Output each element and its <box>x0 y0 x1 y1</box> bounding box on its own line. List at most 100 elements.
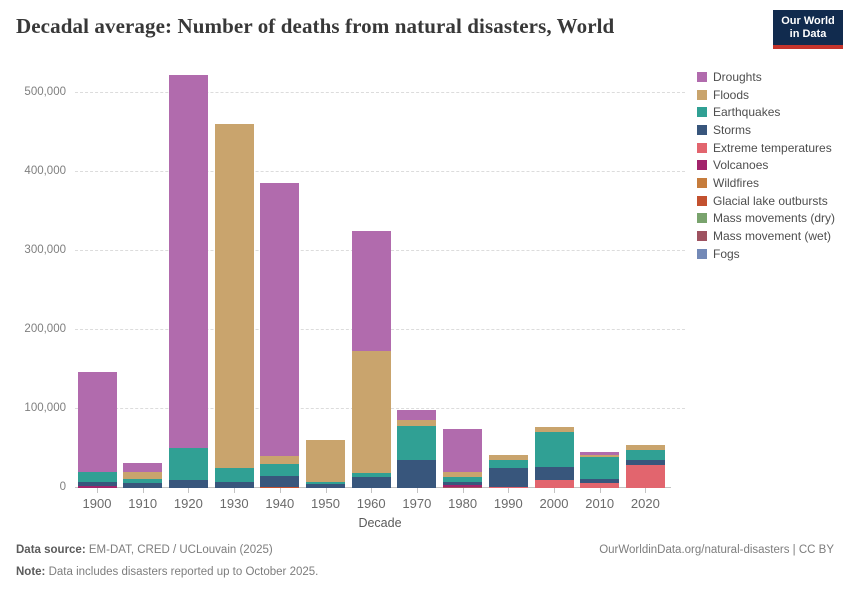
bar-segment-floods-2010[interactable] <box>580 454 620 457</box>
bar-segment-floods-1940[interactable] <box>260 456 300 465</box>
bar-segment-earthquakes-1950[interactable] <box>306 481 345 484</box>
bar-segment-storms-2020[interactable] <box>625 460 665 466</box>
owid-logo[interactable]: Our World in Data <box>773 10 843 49</box>
bar-1970[interactable] <box>397 410 437 488</box>
x-tick-mark-1980 <box>462 488 464 493</box>
bar-segment-droughts-1940[interactable] <box>260 183 300 457</box>
legend-label-earthquakes: Earthquakes <box>713 105 781 120</box>
bar-segment-floods-1990[interactable] <box>488 455 528 461</box>
bar-segment-earthquakes-1970[interactable] <box>397 425 437 461</box>
bar-segment-extreme-temperatures-2020[interactable] <box>625 465 665 488</box>
bar-segment-floods-2020[interactable] <box>625 445 665 451</box>
bar-1930[interactable] <box>214 123 254 488</box>
bar-segment-floods-1960[interactable] <box>351 350 391 474</box>
legend-item-extreme-temperatures[interactable]: Extreme temperatures <box>697 139 835 157</box>
x-tick-label-1970: 1970 <box>402 496 432 511</box>
bar-segment-storms-2000[interactable] <box>534 466 574 481</box>
x-tick-label-1990: 1990 <box>493 496 523 511</box>
bar-segment-earthquakes-1900[interactable] <box>77 471 117 483</box>
bar-segment-extreme-temperatures-1990[interactable] <box>488 486 528 488</box>
y-tick-label-500000: 500,000 <box>24 86 66 98</box>
legend-item-wildfires[interactable]: Wildfires <box>697 174 835 192</box>
bar-segment-floods-1950[interactable] <box>306 440 345 482</box>
bar-1990[interactable] <box>488 455 528 488</box>
bar-segment-earthquakes-2020[interactable] <box>625 450 665 461</box>
legend-item-mass-movements-dry[interactable]: Mass movements (dry) <box>697 210 835 228</box>
legend-item-volcanoes[interactable]: Volcanoes <box>697 156 835 174</box>
legend-item-storms[interactable]: Storms <box>697 121 835 139</box>
bar-segment-droughts-1920[interactable] <box>168 74 208 449</box>
bar-segment-extreme-temperatures-2010[interactable] <box>580 482 620 488</box>
bar-segment-storms-1950[interactable] <box>306 483 345 488</box>
legend-label-extreme-temperatures: Extreme temperatures <box>713 140 832 155</box>
bar-1950[interactable] <box>306 440 345 488</box>
bar-segment-storms-2010[interactable] <box>580 479 620 483</box>
bar-segment-storms-1930[interactable] <box>214 481 254 488</box>
x-tick-mark-1960 <box>371 488 373 493</box>
bar-segment-droughts-1980[interactable] <box>443 429 483 473</box>
bar-segment-earthquakes-2010[interactable] <box>580 456 620 480</box>
bar-segment-droughts-1960[interactable] <box>351 230 391 351</box>
legend-swatch-volcanoes <box>697 160 707 171</box>
data-source-value: EM-DAT, CRED / UCLouvain (2025) <box>85 544 273 556</box>
legend-item-earthquakes[interactable]: Earthquakes <box>697 103 835 121</box>
bar-1920[interactable] <box>168 74 208 488</box>
bar-1940[interactable] <box>260 183 300 488</box>
bar-1900[interactable] <box>77 372 117 488</box>
bar-segment-floods-1930[interactable] <box>214 123 254 469</box>
bar-segment-floods-1980[interactable] <box>443 472 483 477</box>
legend-item-glacial-lake-outbursts[interactable]: Glacial lake outbursts <box>697 192 835 210</box>
bar-segment-earthquakes-1930[interactable] <box>214 468 254 482</box>
bar-segment-droughts-2010[interactable] <box>580 452 620 455</box>
legend-item-mass-movement-wet[interactable]: Mass movement (wet) <box>697 227 835 245</box>
bar-segment-earthquakes-1960[interactable] <box>351 473 391 477</box>
legend-swatch-extreme-temperatures <box>697 142 707 153</box>
bar-segment-floods-1970[interactable] <box>397 420 437 426</box>
bar-1910[interactable] <box>123 463 163 488</box>
bar-segment-volcanoes-1980[interactable] <box>443 485 483 488</box>
bar-segment-extreme-temperatures-2000[interactable] <box>534 480 574 488</box>
bar-segment-droughts-1900[interactable] <box>77 372 117 472</box>
bar-segment-floods-1910[interactable] <box>123 471 163 480</box>
bar-segment-glacial-lake-outbursts-1940[interactable] <box>260 486 300 488</box>
bar-segment-floods-2000[interactable] <box>534 426 574 432</box>
y-tick-label-100000: 100,000 <box>24 402 66 414</box>
bar-2010[interactable] <box>580 452 620 488</box>
owid-link[interactable]: OurWorldinData.org/natural-disasters | C… <box>599 544 834 556</box>
bar-segment-earthquakes-1920[interactable] <box>168 448 208 481</box>
bar-segment-earthquakes-1990[interactable] <box>488 460 528 469</box>
bar-1960[interactable] <box>351 230 391 488</box>
x-tick-mark-2000 <box>554 488 555 493</box>
bar-segment-mass-movement-wet-1980[interactable] <box>443 487 483 488</box>
bar-segment-storms-1970[interactable] <box>397 460 437 488</box>
bar-segment-storms-1960[interactable] <box>351 476 391 488</box>
bar-segment-storms-1900[interactable] <box>77 482 117 486</box>
legend-item-droughts[interactable]: Droughts <box>697 68 835 86</box>
legend-item-floods[interactable]: Floods <box>697 86 835 104</box>
bar-segment-storms-1990[interactable] <box>488 468 528 487</box>
bar-segment-storms-1980[interactable] <box>443 481 483 486</box>
bar-segment-earthquakes-1980[interactable] <box>443 476 483 482</box>
x-tick-label-1980: 1980 <box>448 496 478 511</box>
x-tick-mark-1970 <box>416 488 418 493</box>
bar-segment-storms-1920[interactable] <box>168 480 208 488</box>
legend-item-fogs[interactable]: Fogs <box>697 245 835 263</box>
bar-segment-earthquakes-1910[interactable] <box>123 479 163 483</box>
legend-label-fogs: Fogs <box>713 246 740 261</box>
bar-2000[interactable] <box>534 426 574 488</box>
chart-title: Decadal average: Number of deaths from n… <box>16 14 615 38</box>
y-tick-label-400000: 400,000 <box>24 165 66 177</box>
y-tick-label-200000: 200,000 <box>24 323 66 335</box>
legend-label-wildfires: Wildfires <box>713 175 760 190</box>
bar-segment-earthquakes-1940[interactable] <box>260 464 300 476</box>
bar-segment-storms-1940[interactable] <box>260 475 300 487</box>
bar-1980[interactable] <box>443 429 483 488</box>
bar-segment-volcanoes-1900[interactable] <box>77 485 117 488</box>
legend-label-glacial-lake-outbursts: Glacial lake outbursts <box>713 193 828 208</box>
bar-segment-earthquakes-2000[interactable] <box>534 431 574 467</box>
bar-2020[interactable] <box>625 445 665 488</box>
bar-segment-droughts-1910[interactable] <box>123 463 163 472</box>
bar-segment-storms-1910[interactable] <box>123 482 163 488</box>
x-tick-label-1960: 1960 <box>356 496 386 511</box>
bar-segment-droughts-1970[interactable] <box>397 410 437 420</box>
